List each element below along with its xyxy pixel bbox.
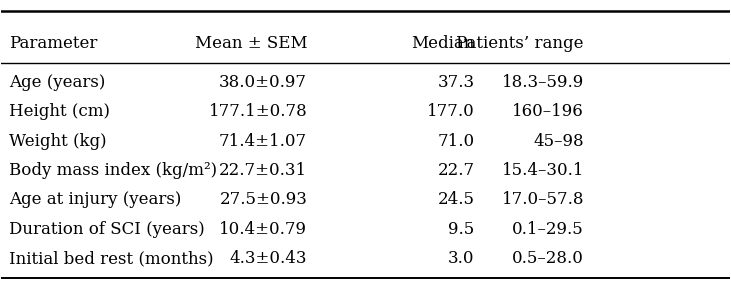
Text: Patients’ range: Patients’ range (456, 35, 584, 52)
Text: 18.3–59.9: 18.3–59.9 (501, 74, 584, 91)
Text: 71.0: 71.0 (438, 133, 474, 150)
Text: 15.4–30.1: 15.4–30.1 (501, 162, 584, 179)
Text: Age (years): Age (years) (9, 74, 105, 91)
Text: 4.3±0.43: 4.3±0.43 (230, 250, 307, 267)
Text: 38.0±0.97: 38.0±0.97 (219, 74, 307, 91)
Text: Weight (kg): Weight (kg) (9, 133, 106, 150)
Text: 177.0: 177.0 (427, 103, 474, 120)
Text: Body mass index (kg/m²): Body mass index (kg/m²) (9, 162, 217, 179)
Text: 27.5±0.93: 27.5±0.93 (219, 191, 307, 208)
Text: 22.7±0.31: 22.7±0.31 (219, 162, 307, 179)
Text: Median: Median (412, 35, 474, 52)
Text: 17.0–57.8: 17.0–57.8 (501, 191, 584, 208)
Text: Mean ± SEM: Mean ± SEM (194, 35, 307, 52)
Text: Parameter: Parameter (9, 35, 97, 52)
Text: 37.3: 37.3 (438, 74, 474, 91)
Text: Age at injury (years): Age at injury (years) (9, 191, 181, 208)
Text: Height (cm): Height (cm) (9, 103, 110, 120)
Text: 0.5–28.0: 0.5–28.0 (512, 250, 584, 267)
Text: 71.4±1.07: 71.4±1.07 (219, 133, 307, 150)
Text: 22.7: 22.7 (438, 162, 474, 179)
Text: 24.5: 24.5 (438, 191, 474, 208)
Text: 177.1±0.78: 177.1±0.78 (208, 103, 307, 120)
Text: 3.0: 3.0 (448, 250, 474, 267)
Text: 10.4±0.79: 10.4±0.79 (219, 221, 307, 237)
Text: Duration of SCI (years): Duration of SCI (years) (9, 221, 205, 237)
Text: 160–196: 160–196 (512, 103, 584, 120)
Text: 9.5: 9.5 (449, 221, 474, 237)
Text: 45–98: 45–98 (534, 133, 584, 150)
Text: Initial bed rest (months): Initial bed rest (months) (9, 250, 213, 267)
Text: 0.1–29.5: 0.1–29.5 (512, 221, 584, 237)
